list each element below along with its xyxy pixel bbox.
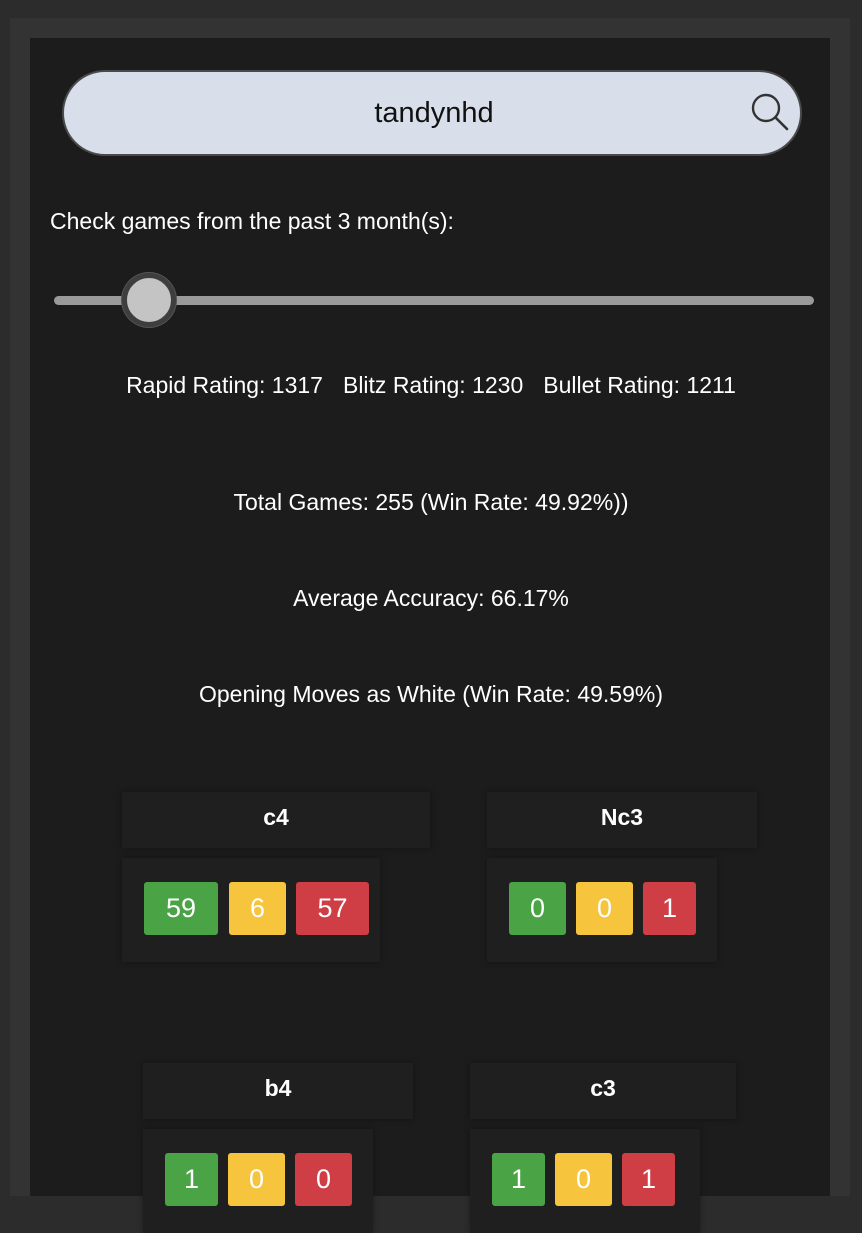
draws-badge: 0 (228, 1153, 285, 1206)
total-games: Total Games: 255 (Win Rate: 49.92%)) (233, 489, 629, 515)
losses-badge: 1 (643, 882, 696, 935)
months-slider-thumb[interactable] (122, 273, 176, 327)
opening-move-nc3: Nc3 (487, 792, 757, 848)
opening-stats-nc3: 0 0 1 (487, 858, 717, 962)
losses-badge: 1 (622, 1153, 675, 1206)
opening-stats-c3: 1 0 1 (470, 1129, 700, 1233)
opening-white-title: Opening Moves as White (Win Rate: 49.59%… (198, 681, 664, 707)
opening-move-c4: c4 (122, 792, 430, 848)
wins-badge: 0 (509, 882, 566, 935)
months-slider-track[interactable] (54, 296, 814, 305)
bullet-rating: Bullet Rating: 1211 (543, 372, 736, 398)
wins-badge: 1 (165, 1153, 218, 1206)
wins-badge: 59 (144, 882, 218, 935)
username-search-input[interactable] (104, 72, 764, 154)
search-icon[interactable] (748, 90, 792, 134)
draws-badge: 0 (576, 882, 633, 935)
losses-badge: 0 (295, 1153, 352, 1206)
blitz-rating: Blitz Rating: 1230 (342, 372, 524, 398)
losses-badge: 57 (296, 882, 369, 935)
draws-badge: 6 (229, 882, 286, 935)
rapid-rating: Rapid Rating: 1317 (126, 372, 323, 398)
wins-badge: 1 (492, 1153, 545, 1206)
opening-move-b4: b4 (143, 1063, 413, 1119)
opening-stats-b4: 1 0 0 (143, 1129, 373, 1233)
ratings-row: Rapid Rating: 1317 Blitz Rating: 1230 Bull… (0, 372, 862, 399)
search-bar[interactable] (62, 70, 802, 156)
draws-badge: 0 (555, 1153, 612, 1206)
main-panel (30, 38, 830, 1196)
opening-move-c3: c3 (470, 1063, 736, 1119)
opening-stats-c4: 59 6 57 (122, 858, 380, 962)
average-accuracy: Average Accuracy: 66.17% (293, 585, 569, 611)
months-label: Check games from the past 3 month(s): (50, 208, 454, 234)
